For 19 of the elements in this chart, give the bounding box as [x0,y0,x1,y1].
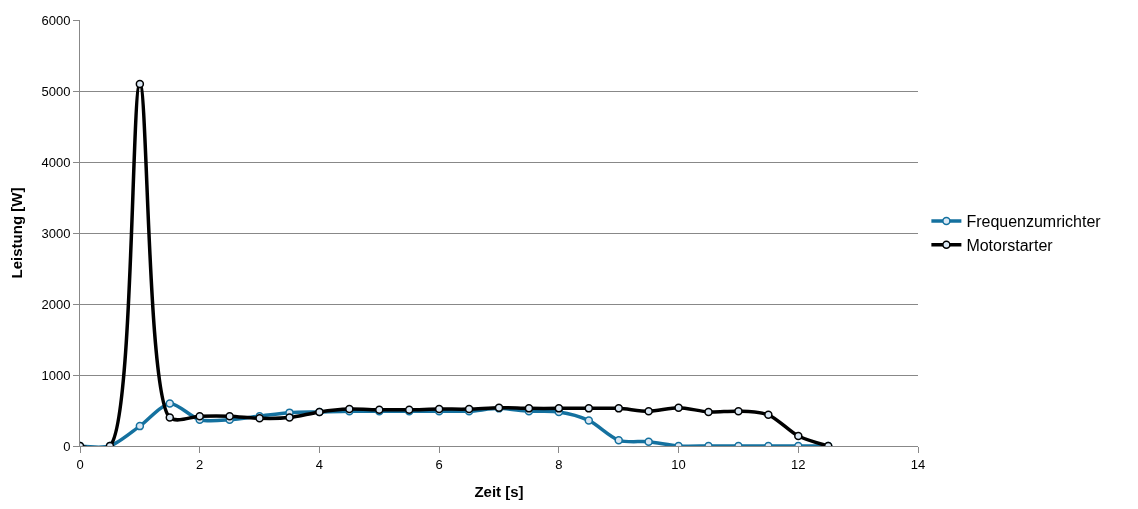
y-tick-label: 6000 [41,12,71,28]
x-tick-label: 14 [910,456,926,472]
x-tick-label: 4 [315,456,324,472]
y-tick-label: 0 [63,438,71,454]
x-tick-label: 10 [671,456,686,472]
legend-label: Frequenzumrichter [966,213,1102,231]
x-tick-label: 12 [791,456,806,472]
y-tick-label: 1000 [41,367,71,383]
x-tick-label: 2 [196,456,204,472]
x-tick-label: 6 [435,456,443,472]
x-tick-label: 0 [76,456,84,472]
y-tick-label: 2000 [41,296,71,312]
y-tick-label: 5000 [41,83,71,99]
legend-label: Motorstarter [966,236,1054,254]
x-tick-label: 8 [555,456,563,472]
y-tick-label: 4000 [41,154,71,170]
y-axis-title: Leistung [W] [7,187,25,279]
x-axis-title: Zeit [s] [474,482,524,500]
y-tick-label: 3000 [41,225,71,241]
